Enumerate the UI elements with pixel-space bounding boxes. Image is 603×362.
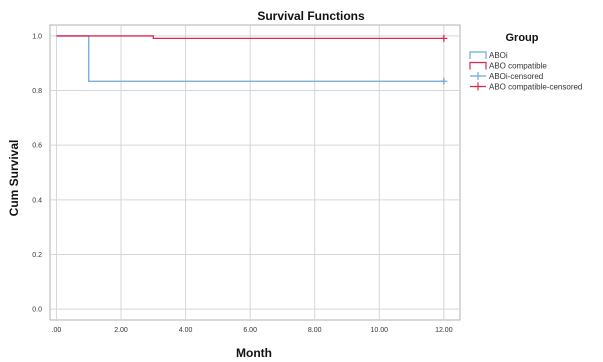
legend-swatch xyxy=(469,51,487,59)
legend-label: ABO compatible-censored xyxy=(489,83,582,92)
y-tick-labels: 0.0 0.2 0.4 0.6 0.8 1.0 xyxy=(32,33,42,313)
chart-title: Survival Functions xyxy=(257,9,365,23)
x-tick-label: 4.00 xyxy=(179,327,193,334)
legend-swatch xyxy=(469,61,487,70)
y-axis-title: Cum Survival xyxy=(7,140,21,217)
series-line xyxy=(56,35,444,40)
y-tick-label: 0.4 xyxy=(32,197,42,204)
legend-label: ABOi xyxy=(489,51,508,60)
legend-swatch xyxy=(470,82,486,91)
plot-background xyxy=(49,24,461,321)
series-group xyxy=(56,34,448,85)
y-tick-label: 0.2 xyxy=(32,252,42,259)
legend-swatch xyxy=(470,72,486,80)
x-tick-label: .00 xyxy=(52,327,62,334)
legend-title: Group xyxy=(506,32,539,44)
grid xyxy=(50,25,460,320)
y-tick-label: 0.8 xyxy=(32,88,42,95)
x-tick-label: 6.00 xyxy=(243,327,257,334)
y-tick-label: 0.6 xyxy=(32,143,42,150)
y-tick-label: 1.0 xyxy=(32,33,42,40)
x-axis-title: Month xyxy=(236,346,272,360)
legend-label: ABOi-censored xyxy=(489,72,543,81)
x-tick-label: 8.00 xyxy=(308,327,322,334)
censored-marker xyxy=(440,77,448,85)
x-tick-label: 12.00 xyxy=(435,327,453,334)
legend-label: ABO compatible xyxy=(489,62,547,71)
x-tick-labels: .00 2.00 4.00 6.00 8.00 10.00 12.00 xyxy=(52,327,453,334)
x-tick-label: 2.00 xyxy=(114,327,128,334)
censored-marker xyxy=(440,34,448,42)
x-tick-label: 10.00 xyxy=(371,327,389,334)
y-tick-label: 0.0 xyxy=(32,307,42,314)
